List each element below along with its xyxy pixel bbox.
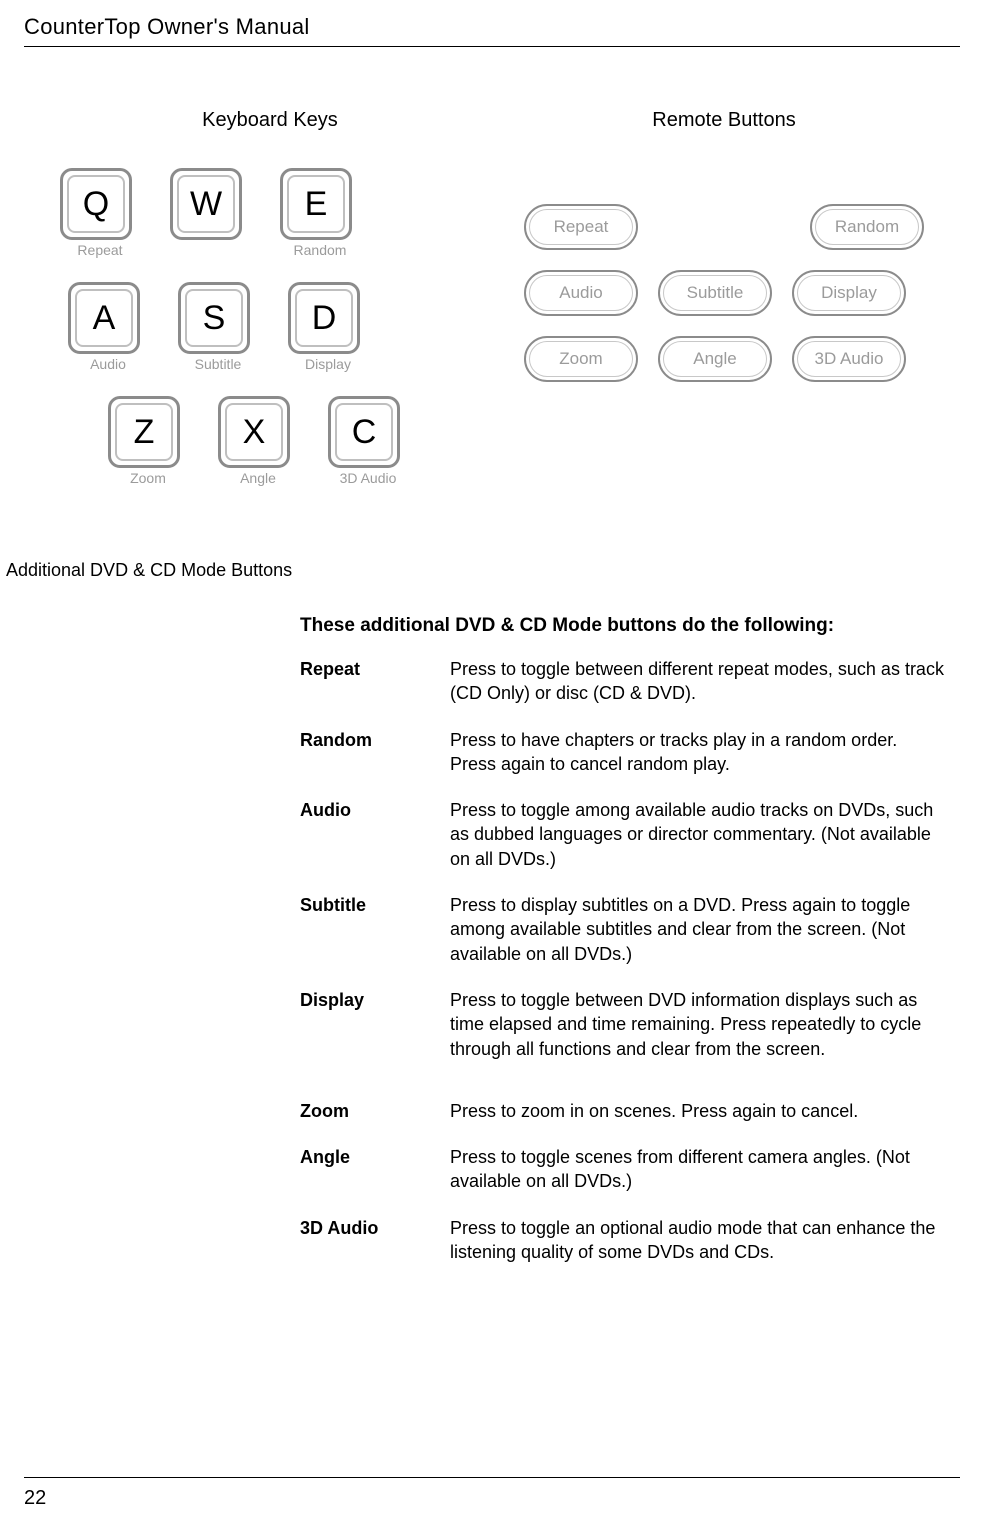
key-w: W [170,168,250,240]
key-a: A Audio [68,282,148,354]
remote-btn-label: Display [821,283,877,303]
key-letter: Q [83,185,109,224]
key-s: S Subtitle [178,282,258,354]
desc-row-random: Random Press to have chapters or tracks … [300,728,944,777]
keyboard-keys-title: Keyboard Keys [60,109,480,132]
key-letter: X [243,413,266,452]
desc-row-display: Display Press to toggle between DVD info… [300,988,944,1061]
key-letter: Z [134,413,155,452]
key-letter: C [352,413,377,452]
key-letter: D [312,299,337,338]
key-label: Angle [218,470,298,486]
desc-text: Press to toggle between DVD information … [450,988,944,1061]
desc-text: Press to toggle between different repeat… [450,657,944,706]
desc-row-subtitle: Subtitle Press to display subtitles on a… [300,893,944,966]
remote-row-1: Repeat Random [524,204,924,250]
desc-row-3d-audio: 3D Audio Press to toggle an optional aud… [300,1216,944,1265]
remote-btn-repeat: Repeat [524,204,638,250]
desc-text: Press to have chapters or tracks play in… [450,728,944,777]
key-x: X Angle [218,396,298,468]
keyboard-keys-column: Keyboard Keys Q Repeat W E Random A Audi… [60,109,480,510]
key-label: Display [288,356,368,372]
remote-btn-label: Subtitle [687,283,744,303]
remote-row-3: Zoom Angle 3D Audio [524,336,924,382]
desc-row-repeat: Repeat Press to toggle between different… [300,657,944,706]
desc-text: Press to zoom in on scenes. Press again … [450,1099,944,1123]
key-label: Audio [68,356,148,372]
remote-btn-angle: Angle [658,336,772,382]
remote-btn-audio: Audio [524,270,638,316]
desc-row-zoom: Zoom Press to zoom in on scenes. Press a… [300,1099,944,1123]
desc-term: Random [300,728,450,777]
diagram-columns: Keyboard Keys Q Repeat W E Random A Audi… [0,47,984,510]
description-heading: These additional DVD & CD Mode buttons d… [300,615,944,637]
desc-text: Press to toggle among available audio tr… [450,798,944,871]
desc-row-angle: Angle Press to toggle scenes from differ… [300,1145,944,1194]
desc-term: Audio [300,798,450,871]
remote-btn-label: Repeat [554,217,609,237]
key-letter: W [190,185,222,224]
key-e: E Random [280,168,360,240]
description-block: These additional DVD & CD Mode buttons d… [0,581,984,1264]
key-row-1: Q Repeat W E Random [60,168,480,262]
desc-text: Press to display subtitles on a DVD. Pre… [450,893,944,966]
remote-btn-random: Random [810,204,924,250]
remote-buttons-column: Remote Buttons Repeat Random Audio Subti… [524,109,924,510]
key-label: Subtitle [178,356,258,372]
desc-term: Angle [300,1145,450,1194]
remote-btn-label: Angle [693,349,736,369]
remote-btn-label: Zoom [559,349,602,369]
key-letter: A [93,299,116,338]
page-number: 22 [24,1487,46,1510]
remote-btn-label: 3D Audio [815,349,884,369]
desc-row-audio: Audio Press to toggle among available au… [300,798,944,871]
key-letter: S [203,299,226,338]
desc-term: Zoom [300,1099,450,1123]
key-letter: E [305,185,328,224]
header-title: CounterTop Owner's Manual [0,0,984,46]
remote-buttons-title: Remote Buttons [524,109,924,132]
desc-term: 3D Audio [300,1216,450,1265]
footer-rule [24,1477,960,1478]
desc-term: Display [300,988,450,1061]
desc-text: Press to toggle an optional audio mode t… [450,1216,944,1265]
key-label: Zoom [108,470,188,486]
remote-btn-3d-audio: 3D Audio [792,336,906,382]
key-row-2: A Audio S Subtitle D Display [68,282,480,376]
key-d: D Display [288,282,368,354]
key-label: 3D Audio [328,470,408,486]
remote-btn-subtitle: Subtitle [658,270,772,316]
remote-btn-label: Audio [559,283,602,303]
remote-btn-label: Random [835,217,899,237]
remote-grid: Repeat Random Audio Subtitle Display Zoo… [524,204,924,382]
desc-term: Subtitle [300,893,450,966]
desc-term: Repeat [300,657,450,706]
key-c: C 3D Audio [328,396,408,468]
section-label: Additional DVD & CD Mode Buttons [0,510,984,581]
key-row-3: Z Zoom X Angle C 3D Audio [108,396,480,490]
key-q: Q Repeat [60,168,140,240]
key-z: Z Zoom [108,396,188,468]
key-label: Random [280,242,360,258]
key-label: Repeat [60,242,140,258]
remote-row-2: Audio Subtitle Display [524,270,924,316]
desc-text: Press to toggle scenes from different ca… [450,1145,944,1194]
remote-btn-display: Display [792,270,906,316]
remote-btn-zoom: Zoom [524,336,638,382]
spacer [658,204,790,250]
